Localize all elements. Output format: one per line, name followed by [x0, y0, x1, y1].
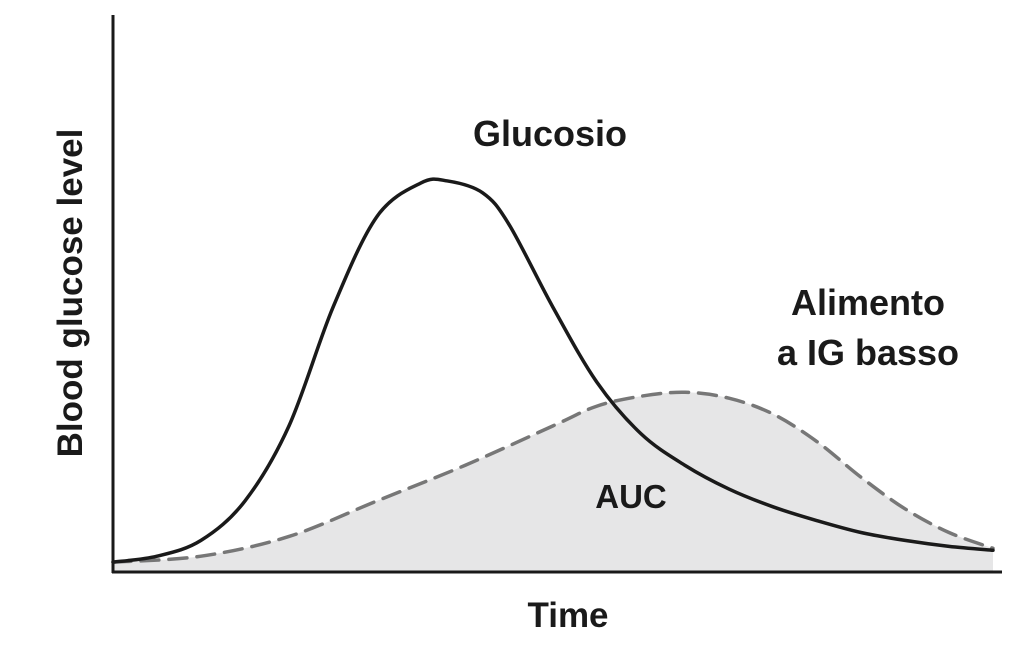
auc-area-label: AUC [595, 478, 667, 515]
glucose-series-label: Glucosio [473, 113, 627, 154]
auc-area [113, 392, 993, 572]
low-gi-series-line [111, 390, 995, 564]
glucose-series-line [111, 177, 995, 564]
low-gi-series-label-line1: Alimento [791, 282, 945, 323]
y-axis-title: Blood glucose level [51, 129, 90, 458]
x-axis-title: Time [527, 596, 608, 635]
low-gi-series-label-line2: a IG basso [777, 332, 959, 373]
